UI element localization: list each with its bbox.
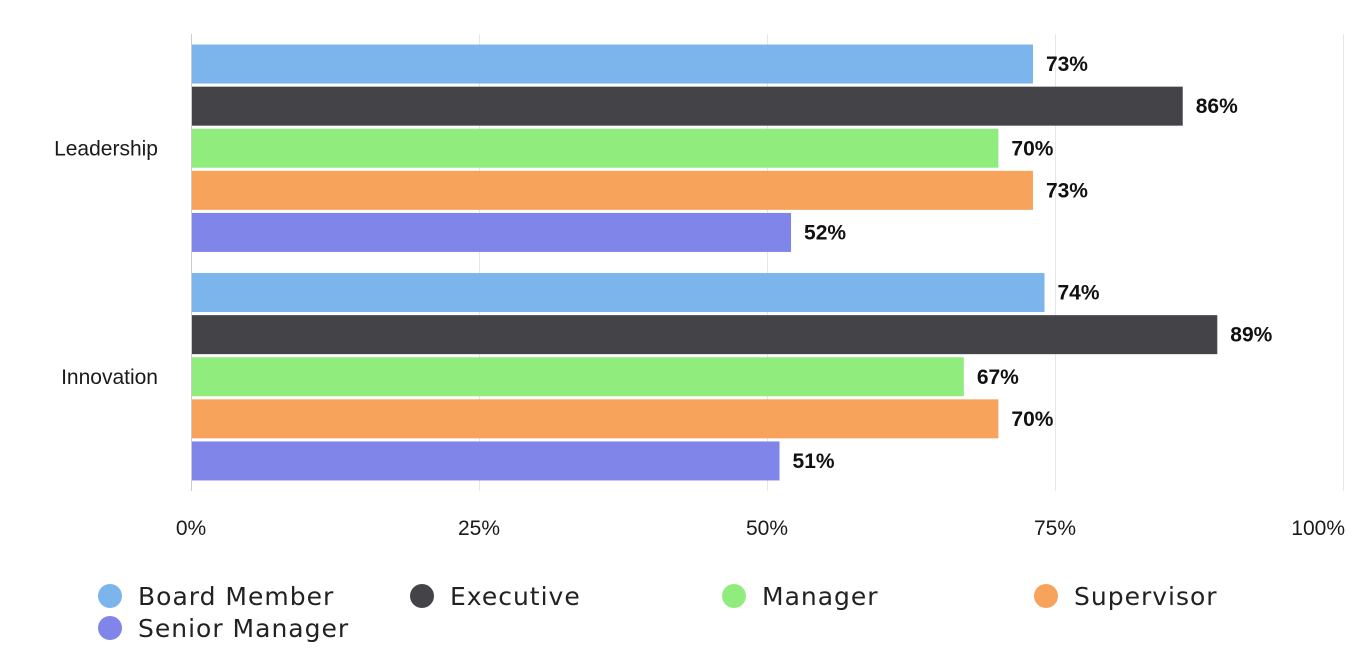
category-label: Leadership xyxy=(54,137,158,160)
category-label: Innovation xyxy=(61,366,158,389)
legend-marker xyxy=(98,584,122,608)
data-label: 73% xyxy=(1046,179,1088,202)
bar xyxy=(192,86,1183,126)
bar xyxy=(192,273,1045,313)
legend-item[interactable]: Manager xyxy=(722,582,879,611)
data-label: 52% xyxy=(804,221,846,244)
x-tick-label: 75% xyxy=(1034,517,1076,540)
data-label: 74% xyxy=(1057,282,1099,305)
legend-label: Board Member xyxy=(138,582,334,611)
x-tick-label: 100% xyxy=(1291,517,1345,540)
data-label: 67% xyxy=(977,366,1019,389)
legend-label: Senior Manager xyxy=(138,614,349,643)
bar xyxy=(192,128,999,168)
legend-marker xyxy=(98,616,122,640)
legend-label: Supervisor xyxy=(1074,582,1218,611)
data-label: 70% xyxy=(1011,408,1053,431)
legend-item[interactable]: Board Member xyxy=(98,582,334,611)
legend: Board Member Executive Manager Supervisor Se… xyxy=(98,582,1218,643)
x-axis-ticks: 0% 25% 50% 75% 100% xyxy=(176,517,1345,540)
legend-item[interactable]: Supervisor xyxy=(1034,582,1218,611)
data-label: 86% xyxy=(1196,95,1238,118)
bar xyxy=(192,315,1218,355)
legend-marker xyxy=(1034,584,1058,608)
data-label: 73% xyxy=(1046,53,1088,76)
legend-label: Executive xyxy=(450,582,581,611)
legend-marker xyxy=(410,584,434,608)
bar xyxy=(192,441,780,481)
bar xyxy=(192,170,1033,210)
x-tick-label: 0% xyxy=(176,517,206,540)
data-label: 51% xyxy=(793,450,835,473)
x-tick-label: 25% xyxy=(458,517,500,540)
bar xyxy=(192,399,999,439)
legend-item[interactable]: Senior Manager xyxy=(98,614,349,643)
bar xyxy=(192,212,792,252)
x-tick-label: 50% xyxy=(746,517,788,540)
bar xyxy=(192,44,1033,84)
bar xyxy=(192,357,964,397)
legend-label: Manager xyxy=(762,582,879,611)
category-labels: Leadership Innovation xyxy=(54,137,158,389)
data-label: 70% xyxy=(1011,137,1053,160)
legend-marker xyxy=(722,584,746,608)
data-labels: 73% 86% 70% 73% 52% 74% 89% 67% 70% 51% xyxy=(793,53,1273,473)
legend-item[interactable]: Executive xyxy=(410,582,581,611)
bars xyxy=(192,44,1218,481)
data-label: 89% xyxy=(1230,324,1272,347)
